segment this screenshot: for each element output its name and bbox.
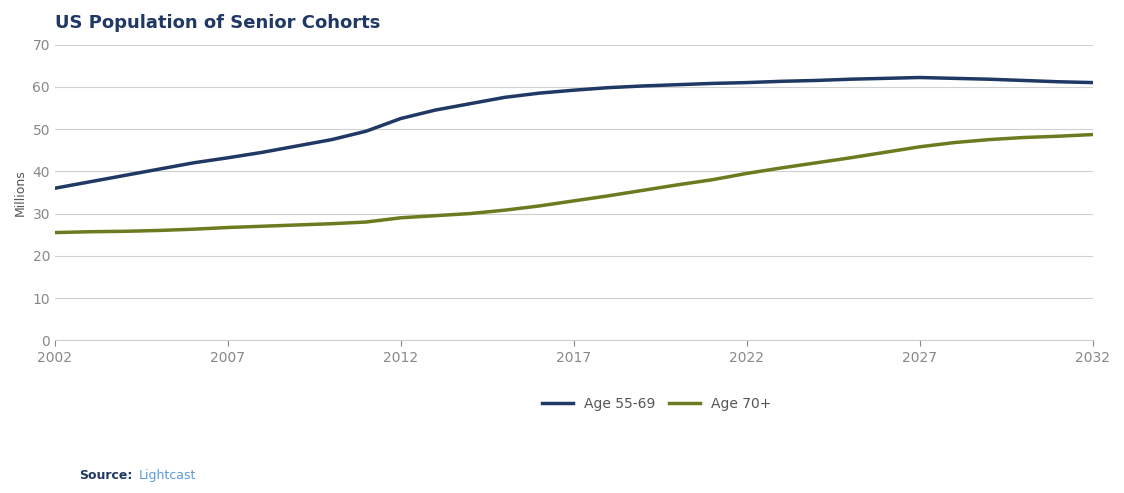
Age 55-69	[428, 107, 442, 113]
Age 70+	[360, 219, 373, 225]
Age 55-69	[48, 185, 62, 191]
Age 70+	[982, 137, 996, 142]
Line: Age 70+: Age 70+	[55, 135, 1093, 233]
Age 55-69	[566, 87, 580, 93]
Line: Age 55-69: Age 55-69	[55, 77, 1093, 188]
Age 55-69	[83, 179, 97, 185]
Age 55-69	[325, 137, 338, 142]
Age 55-69	[671, 82, 685, 88]
Age 70+	[395, 215, 408, 221]
Age 55-69	[601, 85, 615, 91]
Age 70+	[498, 207, 511, 213]
Y-axis label: Millions: Millions	[13, 169, 27, 216]
Age 70+	[566, 198, 580, 204]
Age 55-69	[913, 74, 926, 80]
Age 70+	[1086, 132, 1099, 138]
Age 55-69	[395, 115, 408, 121]
Age 70+	[774, 165, 788, 171]
Text: Source:: Source:	[79, 469, 132, 482]
Age 70+	[913, 144, 926, 150]
Age 70+	[878, 149, 891, 155]
Age 70+	[48, 230, 62, 236]
Age 55-69	[187, 160, 200, 166]
Age 70+	[1017, 135, 1031, 141]
Text: Lightcast: Lightcast	[138, 469, 196, 482]
Age 55-69	[498, 95, 511, 101]
Age 70+	[152, 227, 165, 233]
Age 55-69	[706, 80, 719, 86]
Age 70+	[601, 193, 615, 199]
Legend: Age 55-69, Age 70+: Age 55-69, Age 70+	[537, 391, 777, 416]
Age 70+	[290, 222, 303, 228]
Age 55-69	[1051, 79, 1064, 85]
Age 70+	[117, 228, 130, 234]
Age 70+	[671, 182, 685, 188]
Age 55-69	[221, 155, 235, 161]
Age 55-69	[774, 78, 788, 84]
Age 55-69	[878, 75, 891, 81]
Age 70+	[740, 171, 753, 176]
Age 55-69	[844, 76, 858, 82]
Age 70+	[706, 177, 719, 183]
Age 70+	[844, 155, 858, 161]
Age 55-69	[463, 101, 477, 106]
Age 70+	[256, 223, 270, 229]
Age 70+	[83, 229, 97, 235]
Age 70+	[187, 226, 200, 232]
Age 55-69	[360, 128, 373, 134]
Age 55-69	[982, 76, 996, 82]
Age 70+	[948, 140, 961, 145]
Age 55-69	[740, 80, 753, 86]
Age 55-69	[290, 143, 303, 149]
Age 55-69	[636, 83, 650, 89]
Text: US Population of Senior Cohorts: US Population of Senior Cohorts	[55, 14, 380, 32]
Age 70+	[463, 211, 477, 216]
Age 55-69	[1017, 77, 1031, 83]
Age 55-69	[1086, 80, 1099, 86]
Age 55-69	[117, 173, 130, 178]
Age 55-69	[152, 166, 165, 172]
Age 55-69	[809, 77, 823, 83]
Age 70+	[428, 212, 442, 218]
Age 70+	[809, 160, 823, 166]
Age 70+	[1051, 133, 1064, 139]
Age 70+	[221, 224, 235, 230]
Age 70+	[325, 221, 338, 227]
Age 55-69	[533, 90, 546, 96]
Age 70+	[636, 187, 650, 193]
Age 55-69	[948, 75, 961, 81]
Age 55-69	[256, 149, 270, 155]
Age 70+	[533, 203, 546, 209]
